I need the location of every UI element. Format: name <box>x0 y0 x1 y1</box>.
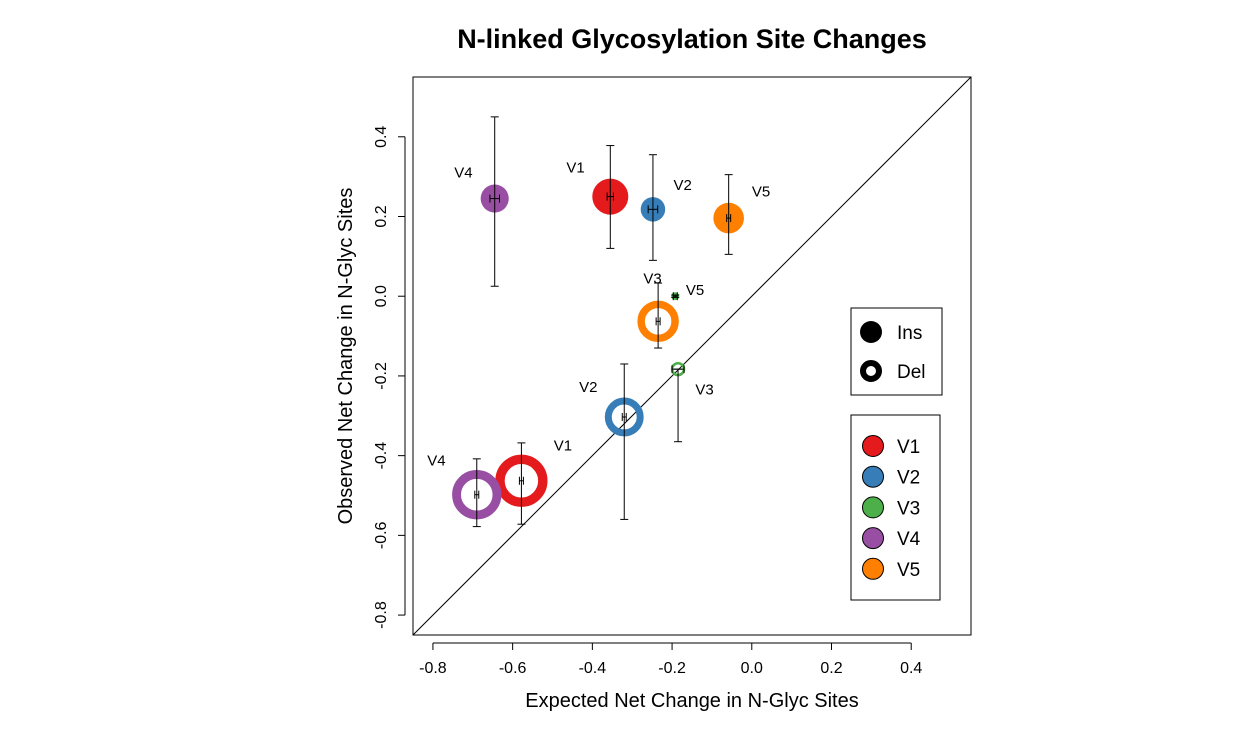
point-v5-ins: V5 <box>713 174 770 255</box>
y-tick-label: 0.2 <box>373 205 390 227</box>
y-tick-label: -0.8 <box>373 601 390 629</box>
point-v2-del: V2 <box>579 363 644 520</box>
x-axis: -0.8 -0.6 -0.4 -0.2 0.0 0.2 0.4 <box>419 642 922 677</box>
legend-kind-label: Ins <box>897 323 922 344</box>
point-v2-ins: V2 <box>640 154 692 261</box>
point-label: V1 <box>554 437 572 454</box>
point-v3-ins: V3 <box>643 270 680 301</box>
y-tick-label: -0.4 <box>373 442 390 470</box>
point-v4-del: V4 <box>427 452 502 528</box>
x-tick-label: -0.8 <box>419 660 447 677</box>
x-tick-label: -0.2 <box>658 660 686 677</box>
plot-frame <box>412 76 972 636</box>
legend-color-label: V3 <box>897 498 920 519</box>
x-tick-label: -0.4 <box>579 660 607 677</box>
legend-color-label: V1 <box>897 437 920 458</box>
legend-swatch <box>862 435 884 457</box>
data-points: V1 V2 V4 V5 V3 V5 V3 V2 V1 V4 <box>427 116 770 528</box>
point-label: V4 <box>427 452 445 469</box>
y-axis-label: Observed Net Change in N-Glyc Sites <box>335 188 357 525</box>
x-tick-label: -0.6 <box>499 660 527 677</box>
point-label: V2 <box>579 379 597 396</box>
legend-swatch <box>862 496 884 519</box>
point-label: V5 <box>686 282 704 299</box>
legend-color-label: V2 <box>897 468 920 489</box>
y-tick-label: 0.4 <box>373 126 390 148</box>
point-label: V4 <box>454 165 472 182</box>
point-v4-ins: V4 <box>454 116 509 287</box>
y-tick-label: -0.2 <box>373 362 390 390</box>
point-v5-del: V5 <box>637 282 704 349</box>
x-axis-label: Expected Net Change in N-Glyc Sites <box>525 690 859 712</box>
x-tick-label: 0.4 <box>900 660 922 677</box>
legend-marker-type: Ins Del <box>850 307 943 396</box>
point-v1-ins: V1 <box>566 145 629 249</box>
legend-del-symbol <box>860 360 882 382</box>
legend-kind-label: Del <box>897 362 926 383</box>
point-label: V5 <box>752 183 770 200</box>
legend-color-label: V5 <box>897 560 920 581</box>
legend-swatch <box>862 557 884 580</box>
y-tick-label: 0.0 <box>373 285 390 307</box>
point-label: V1 <box>566 160 584 177</box>
legend-swatch <box>862 527 884 550</box>
x-tick-label: 0.0 <box>741 660 763 677</box>
point-label: V2 <box>674 177 692 194</box>
legend-color-label: V4 <box>897 529 921 550</box>
legend-region: V1 V2 V3 V4 V5 <box>850 414 941 601</box>
x-tick-label: 0.2 <box>820 660 842 677</box>
point-v3-del: V3 <box>670 361 714 443</box>
chart-title: N-linked Glycosylation Site Changes <box>457 24 927 54</box>
point-label: V3 <box>695 381 713 398</box>
y-axis: -0.8 -0.6 -0.4 -0.2 0.0 0.2 0.4 <box>373 126 406 629</box>
legend-swatch <box>862 465 884 488</box>
point-v1-del: V1 <box>495 437 572 525</box>
legend-ins-symbol <box>860 321 882 343</box>
reference-line-layer <box>412 76 972 636</box>
point-label: V3 <box>643 270 661 287</box>
y-tick-label: -0.6 <box>373 521 390 549</box>
reference-line <box>412 76 972 636</box>
